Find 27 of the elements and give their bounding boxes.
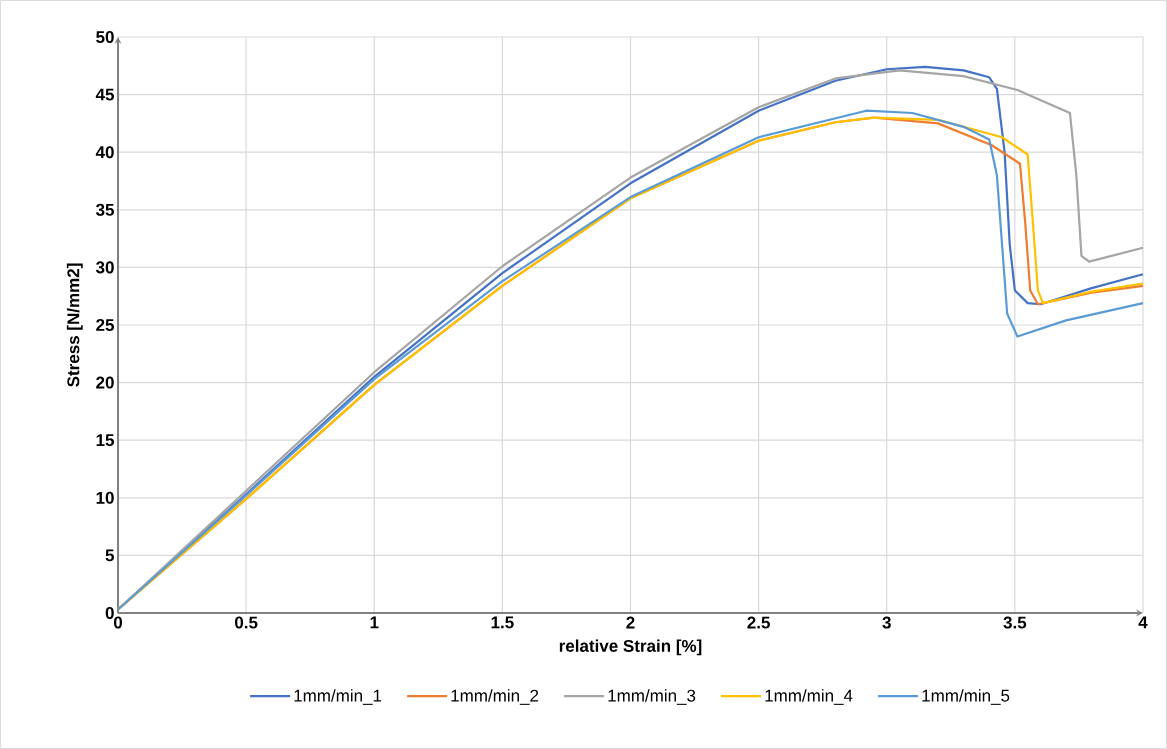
x-tick-label: 1.5 — [491, 616, 514, 629]
y-tick-label: 5 — [105, 549, 115, 562]
x-tick-label: 0.5 — [234, 616, 258, 629]
legend-label: 1mm/min_5 — [922, 689, 1010, 705]
y-axis-title: Stress [N/mm2] — [66, 263, 83, 387]
y-tick-label: 25 — [96, 318, 115, 332]
y-tick-label: 0 — [105, 606, 114, 620]
x-tick-label: 1 — [370, 616, 379, 629]
y-tick-label: 45 — [95, 88, 115, 101]
x-tick-label: 3.5 — [1003, 616, 1027, 629]
x-axis-title: relative Strain [%] — [559, 639, 702, 656]
y-tick-label: 15 — [96, 434, 115, 447]
y-tick-label: 40 — [95, 146, 114, 159]
y-tick-label: 30 — [95, 261, 114, 274]
x-tick-label: 2 — [626, 616, 635, 629]
legend-label: 1mm/min_2 — [451, 689, 539, 705]
y-tick-label: 50 — [96, 30, 114, 44]
x-tick-label: 3 — [882, 616, 891, 629]
legend-label: 1mm/min_3 — [608, 689, 696, 705]
legend-label: 1mm/min_4 — [765, 689, 853, 705]
x-tick-label: 0 — [113, 616, 123, 629]
x-tick-label: 2.5 — [747, 616, 770, 629]
x-tick-label: 4 — [1138, 616, 1148, 629]
y-tick-label: 20 — [96, 376, 114, 389]
y-tick-label: 35 — [95, 203, 115, 216]
legend-label: 1mm/min_1 — [294, 689, 382, 705]
y-tick-label: 10 — [96, 491, 114, 504]
